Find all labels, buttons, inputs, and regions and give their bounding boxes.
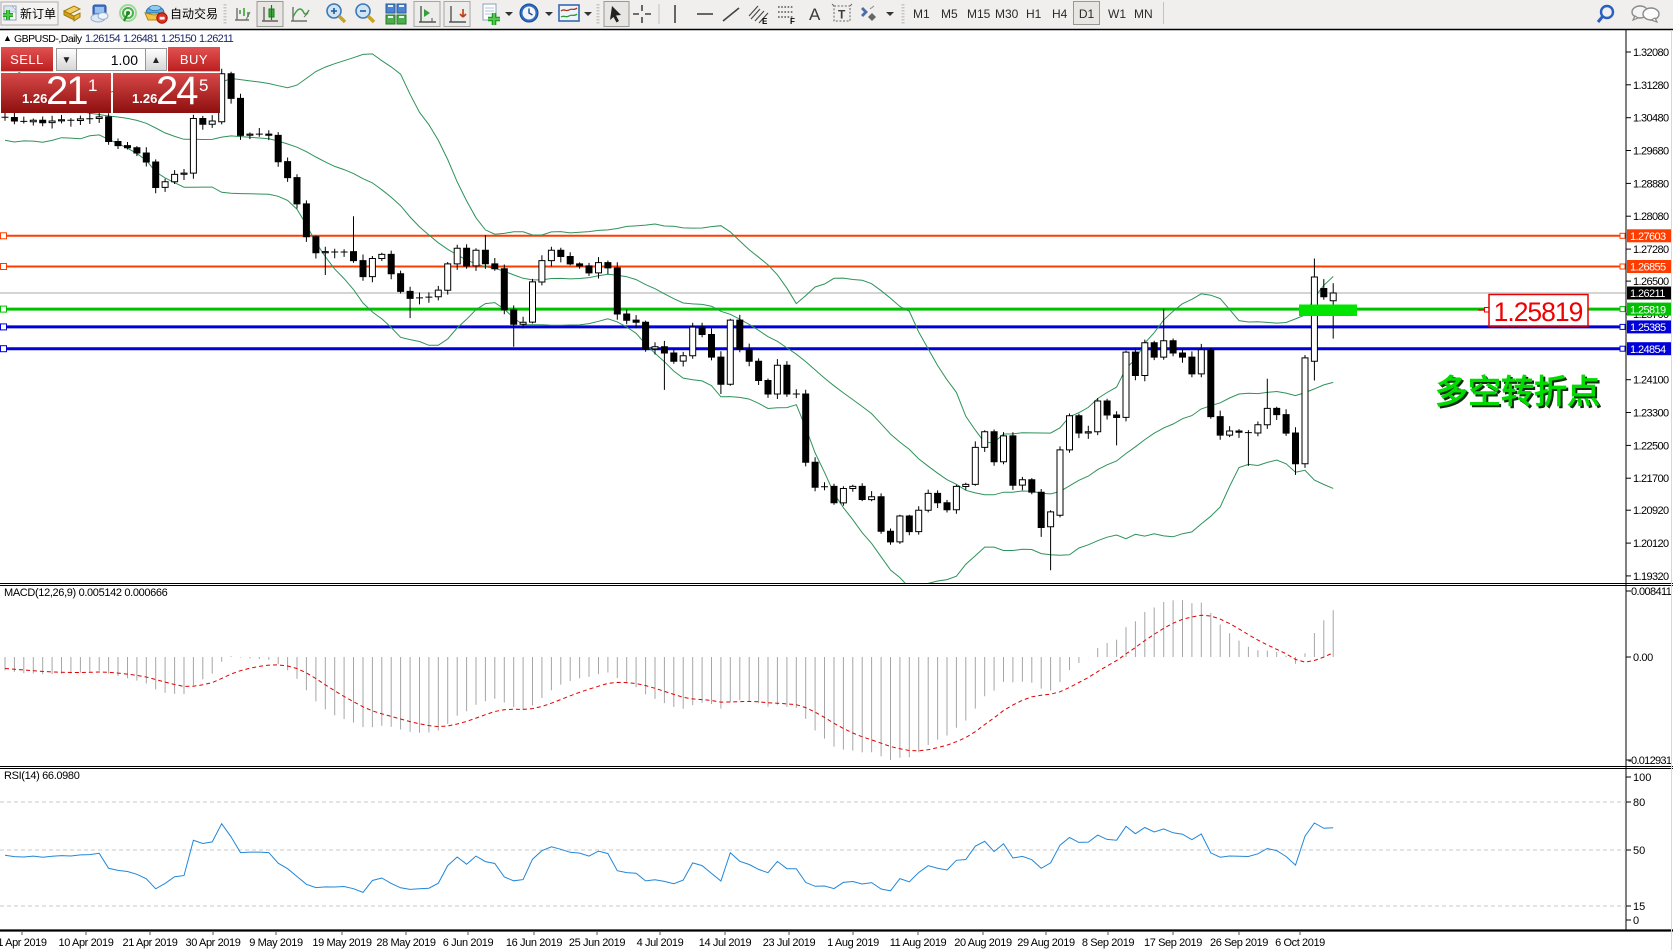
svg-text:1.20120: 1.20120: [1633, 538, 1669, 550]
svg-text:1.25385: 1.25385: [1630, 322, 1666, 334]
svg-text:1.27280: 1.27280: [1633, 244, 1669, 256]
svg-text:6 Oct 2019: 6 Oct 2019: [1275, 937, 1325, 949]
svg-text:1.27603: 1.27603: [1630, 231, 1666, 243]
svg-text:多空转折点: 多空转折点: [1435, 373, 1600, 410]
svg-text:23 Jul 2019: 23 Jul 2019: [763, 937, 816, 949]
svg-text:1.22500: 1.22500: [1633, 440, 1669, 452]
svg-text:30 Apr 2019: 30 Apr 2019: [186, 937, 241, 949]
svg-text:1.23300: 1.23300: [1633, 408, 1669, 420]
svg-text:1.26500: 1.26500: [1633, 276, 1669, 288]
svg-text:1.26855: 1.26855: [1630, 262, 1666, 274]
svg-text:28 May 2019: 28 May 2019: [376, 937, 435, 949]
svg-text:1.30480: 1.30480: [1633, 113, 1669, 125]
svg-text:4 Jul 2019: 4 Jul 2019: [637, 937, 684, 949]
svg-text:1.25819: 1.25819: [1494, 297, 1583, 327]
svg-text:21 Apr 2019: 21 Apr 2019: [123, 937, 178, 949]
svg-text:29 Aug 2019: 29 Aug 2019: [1017, 937, 1075, 949]
svg-text:19 May 2019: 19 May 2019: [312, 937, 371, 949]
svg-text:新订单: 新订单: [20, 6, 56, 21]
svg-text:0.008411: 0.008411: [1631, 586, 1672, 598]
svg-text:1.26211: 1.26211: [1630, 288, 1665, 300]
svg-text:▲: ▲: [3, 33, 12, 43]
svg-text:1.25150: 1.25150: [161, 33, 196, 45]
svg-text:20 Aug 2019: 20 Aug 2019: [954, 937, 1012, 949]
svg-text:自动交易: 自动交易: [170, 6, 218, 21]
svg-text:1.26154: 1.26154: [85, 33, 120, 45]
svg-text:1.26481: 1.26481: [123, 33, 158, 45]
svg-text:1.24854: 1.24854: [1630, 344, 1666, 356]
svg-text:6 Jun 2019: 6 Jun 2019: [443, 937, 494, 949]
svg-text:1.31280: 1.31280: [1633, 80, 1669, 92]
svg-text:T: T: [838, 8, 846, 22]
svg-text:25 Jun 2019: 25 Jun 2019: [569, 937, 625, 949]
svg-text:16 Jun 2019: 16 Jun 2019: [506, 937, 562, 949]
svg-text:GBPUSD-,Daily: GBPUSD-,Daily: [14, 33, 83, 45]
svg-text:17 Sep 2019: 17 Sep 2019: [1144, 937, 1202, 949]
svg-text:F: F: [790, 17, 795, 26]
svg-text:E: E: [762, 17, 768, 26]
svg-text:RSI(14) 66.0980: RSI(14) 66.0980: [4, 770, 80, 782]
svg-text:1.21700: 1.21700: [1633, 473, 1669, 485]
svg-text:1.25819: 1.25819: [1630, 304, 1666, 316]
svg-text:11 Aug 2019: 11 Aug 2019: [890, 937, 947, 949]
svg-text:80: 80: [1633, 797, 1645, 809]
svg-text:8 Sep 2019: 8 Sep 2019: [1082, 937, 1135, 949]
svg-text:1.29680: 1.29680: [1633, 146, 1669, 158]
svg-text:14 Jul 2019: 14 Jul 2019: [699, 937, 752, 949]
svg-text:MACD(12,26,9) 0.005142 0.00066: MACD(12,26,9) 0.005142 0.000666: [4, 587, 168, 599]
svg-text:0.00: 0.00: [1633, 652, 1653, 664]
svg-text:1.24100: 1.24100: [1633, 375, 1669, 387]
svg-text:1.26211: 1.26211: [199, 33, 234, 45]
svg-text:1.28880: 1.28880: [1633, 178, 1669, 190]
svg-text:1 Aug 2019: 1 Aug 2019: [827, 937, 879, 949]
svg-text:多空转折点: 多空转折点: [1437, 375, 1602, 412]
svg-text:9 May 2019: 9 May 2019: [249, 937, 303, 949]
svg-text:100: 100: [1633, 772, 1651, 784]
svg-text:50: 50: [1633, 845, 1645, 857]
svg-text:10 Apr 2019: 10 Apr 2019: [59, 937, 114, 949]
svg-text:0: 0: [1633, 915, 1639, 927]
svg-text:1.20920: 1.20920: [1633, 505, 1669, 517]
svg-text:15: 15: [1633, 901, 1645, 913]
svg-text:1.19320: 1.19320: [1633, 571, 1669, 583]
svg-text:26 Sep 2019: 26 Sep 2019: [1210, 937, 1268, 949]
svg-text:1.32080: 1.32080: [1633, 47, 1669, 59]
svg-text:1.28080: 1.28080: [1633, 211, 1669, 223]
svg-text:-0.012931: -0.012931: [1628, 755, 1672, 767]
svg-text:A: A: [809, 5, 821, 24]
svg-text:1 Apr 2019: 1 Apr 2019: [0, 937, 47, 949]
